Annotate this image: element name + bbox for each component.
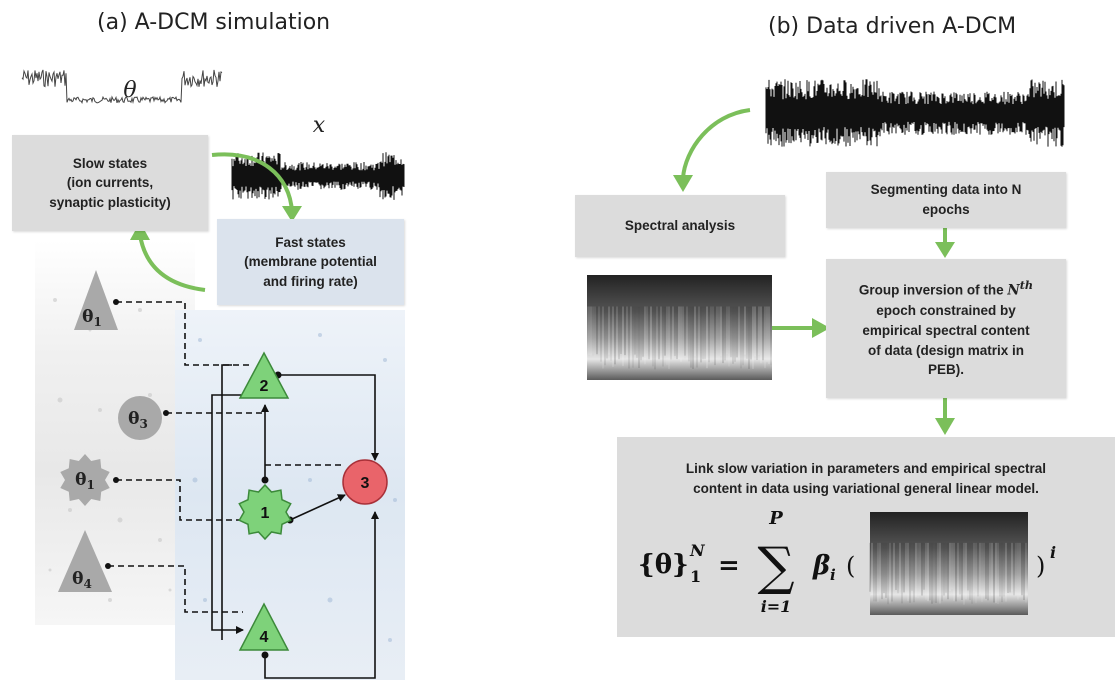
- panel-b-title: (b) Data driven A-DCM: [768, 14, 1017, 39]
- svg-text:(: (: [846, 552, 855, 580]
- svg-text:1: 1: [690, 567, 701, 586]
- svg-text:1: 1: [261, 505, 270, 522]
- theta-symbol: θ: [123, 78, 136, 103]
- param-node-theta1-star: θ1: [60, 454, 110, 506]
- neural-node-1: 1: [238, 483, 292, 541]
- svg-text:θ4: θ4: [72, 569, 92, 591]
- panel-a-title: (a) A-DCM simulation: [97, 10, 331, 35]
- svg-text:i: i: [1050, 543, 1056, 562]
- formula-spectrogram: [870, 512, 1028, 615]
- spectrogram-texture: [586, 306, 772, 370]
- dashed-connections: [108, 301, 345, 613]
- svg-text:θ1: θ1: [75, 470, 95, 492]
- fast-states-box: Fast states (membrane potential and firi…: [217, 219, 404, 305]
- svg-text:N: N: [689, 541, 706, 560]
- slow-states-box: Slow states (ion currents, synaptic plas…: [12, 135, 208, 231]
- green-arrow-slow-to-fast: [211, 152, 294, 213]
- svg-text:{θ}: {θ}: [638, 550, 689, 580]
- green-arrowhead-link: [935, 418, 955, 435]
- cortex-slice-gray: [35, 240, 195, 625]
- spectral-analysis-box: Spectral analysis: [575, 195, 785, 257]
- glm-formula: {θ} N 1 = P ∑ i=1 β i ( ) i: [638, 508, 1056, 616]
- spectrogram-thumbnail: [587, 275, 772, 380]
- svg-text:): ): [1036, 552, 1045, 580]
- svg-text:∑: ∑: [757, 537, 794, 597]
- param-node-theta3: θ3: [118, 396, 162, 440]
- green-arrowhead-fast: [282, 206, 302, 222]
- green-arrowhead-inversion-left: [812, 318, 830, 338]
- svg-text:=: =: [718, 551, 740, 581]
- svg-text:i=1: i=1: [761, 597, 792, 616]
- neural-node-4: 4: [238, 602, 290, 651]
- segmenting-box: Segmenting data into N epochs: [826, 172, 1066, 228]
- neural-node-2: 2: [238, 351, 290, 399]
- x-symbol: x: [313, 113, 326, 138]
- svg-text:3: 3: [361, 475, 370, 492]
- dashed-endpoints: [105, 299, 169, 569]
- neural-node-3: 3: [342, 459, 388, 505]
- group-inversion-box: Group inversion of the Nth epoch constra…: [826, 259, 1066, 398]
- svg-text:i: i: [830, 566, 836, 584]
- green-arrowhead-spectral: [673, 175, 693, 192]
- svg-text:P: P: [768, 508, 783, 529]
- svg-text:θ3: θ3: [128, 409, 148, 431]
- svg-text:2: 2: [260, 378, 269, 395]
- green-arrow-fast-to-slow: [138, 234, 206, 292]
- param-node-theta4: θ4: [58, 530, 112, 592]
- x-fast-trace: [231, 152, 405, 200]
- svg-text:4: 4: [260, 629, 269, 646]
- svg-text:β: β: [812, 551, 830, 581]
- theta-slow-trace: [21, 69, 223, 105]
- green-arrowhead-inversion-top: [935, 242, 955, 258]
- svg-text:θ1: θ1: [82, 307, 102, 329]
- blue-texture: [192, 333, 397, 642]
- green-arrowhead-slow: [130, 222, 150, 240]
- data-trace-b: [765, 79, 1065, 147]
- green-arrow-to-spectral: [681, 108, 751, 179]
- link-text: Link slow variation in parameters and em…: [685, 461, 1047, 496]
- formula-spectrogram-texture: [869, 542, 1027, 605]
- link-box: [617, 437, 1115, 637]
- solid-connections: [211, 364, 379, 679]
- param-node-theta1-top: θ1: [74, 270, 118, 330]
